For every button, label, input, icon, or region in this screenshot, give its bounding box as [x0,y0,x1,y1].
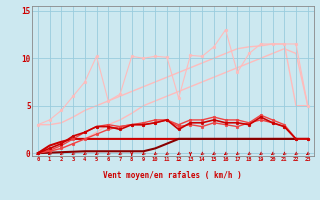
X-axis label: Vent moyen/en rafales ( km/h ): Vent moyen/en rafales ( km/h ) [103,171,242,180]
